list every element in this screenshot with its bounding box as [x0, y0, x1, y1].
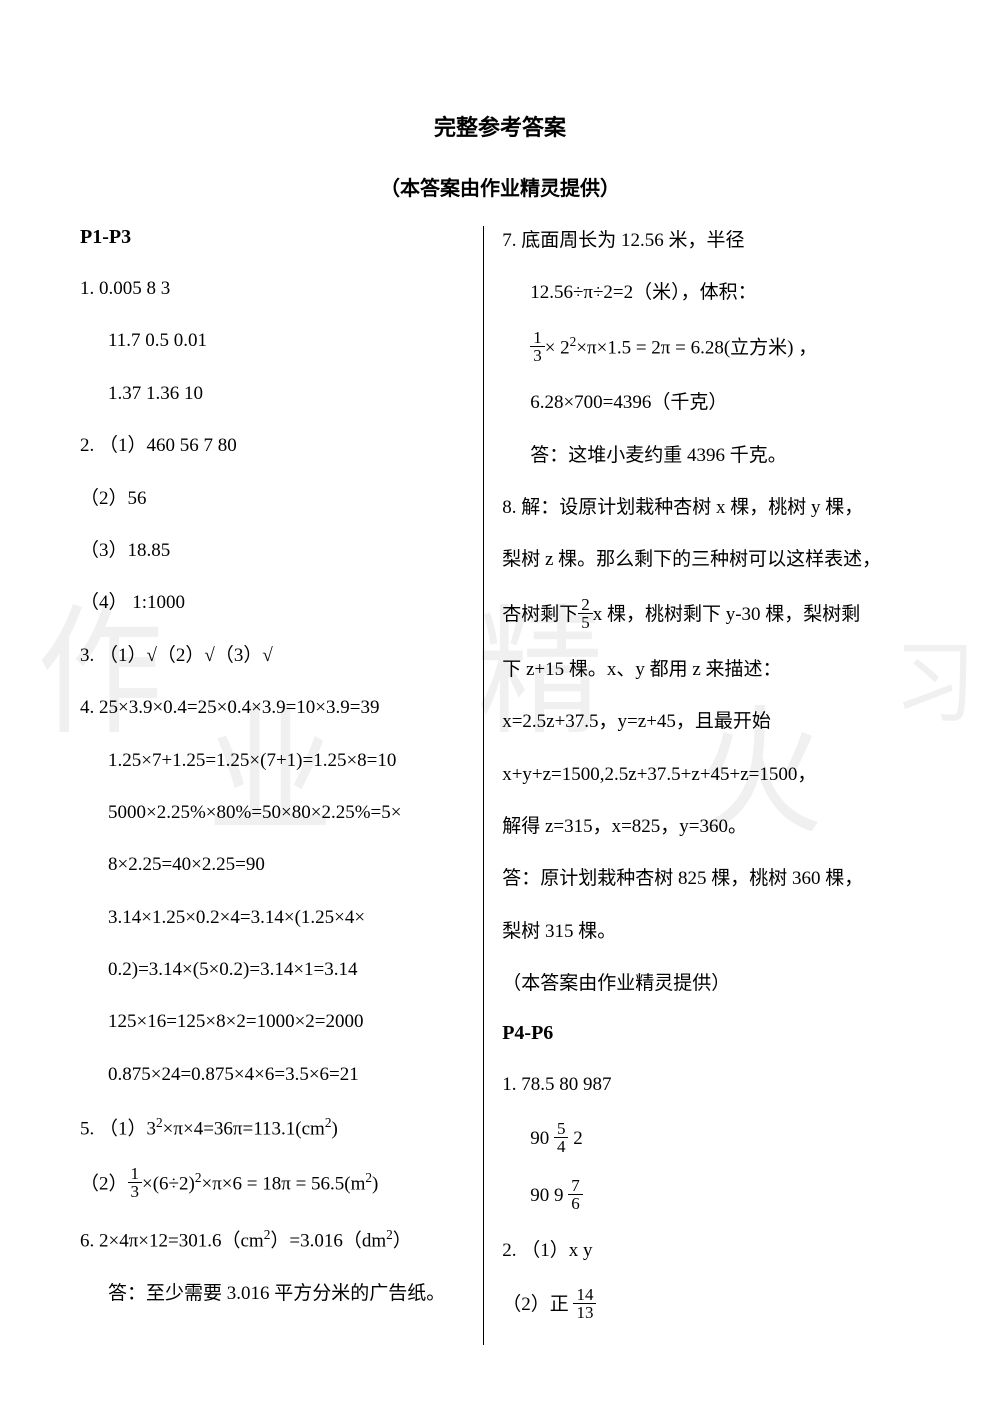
answer-line: 7. 底面周长为 12.56 米，半径 [502, 226, 920, 256]
answer-line: 6.28×700=4396（千克） [502, 388, 920, 418]
answer-line: （2）13×(6÷2)2×π×6 = 18π = 56.5(m2) [80, 1167, 465, 1202]
text-part: ×π×1.5 = 2π = 6.28(立方米) ， [576, 337, 817, 358]
superscript: 2 [156, 1115, 163, 1130]
answer-line: 5000×2.25%×80%=50×80×2.25%=5× [80, 798, 465, 828]
text-part: ) [372, 1173, 378, 1194]
answer-line: 3. （1）√（2）√（3）√ [80, 641, 465, 671]
answer-line: 11.7 0.5 0.01 [80, 326, 465, 356]
two-column-layout: P1-P3 1. 0.005 8 3 11.7 0.5 0.01 1.37 1.… [80, 226, 920, 1345]
right-column: 7. 底面周长为 12.56 米，半径 12.56÷π÷2=2（米），体积： 1… [483, 226, 920, 1345]
answer-line: 1. 78.5 80 987 [502, 1070, 920, 1100]
provider-note: （本答案由作业精灵提供） [502, 969, 920, 999]
answer-line: 1.25×7+1.25=1.25×(7+1)=1.25×8=10 [80, 746, 465, 776]
answer-line: （4） 1:1000 [80, 588, 465, 618]
answer-line: （2）正 1413 [502, 1288, 920, 1323]
answer-line: 2. （1）x y [502, 1236, 920, 1266]
answer-line: x+y+z=1500,2.5z+37.5+z+45+z=1500， [502, 760, 920, 790]
answer-line: （2）56 [80, 484, 465, 514]
fraction-numerator: 1 [530, 329, 545, 347]
section-header: P1-P3 [80, 226, 465, 249]
answer-line: 90 9 76 [502, 1179, 920, 1214]
fraction-denominator: 3 [128, 1183, 143, 1200]
answer-line: 杏树剩下25x 棵，桃树剩下 y-30 棵，梨树剩 [502, 598, 920, 633]
fraction: 76 [568, 1177, 583, 1212]
answer-line: 8×2.25=40×2.25=90 [80, 850, 465, 880]
answer-line: 解得 z=315，x=825，y=360。 [502, 812, 920, 842]
fraction-denominator: 3 [530, 347, 545, 364]
fraction-denominator: 13 [573, 1304, 596, 1321]
answer-line: 6. 2×4π×12=301.6（cm2）=3.016（dm2） [80, 1224, 465, 1257]
text-part: 6. 2×4π×12=301.6（cm [80, 1231, 264, 1252]
page-title: 完整参考答案 [80, 110, 920, 142]
answer-line: 答：这堆小麦约重 4396 千克。 [502, 441, 920, 471]
answer-line: 0.875×24=0.875×4×6=3.5×6=21 [80, 1060, 465, 1090]
answer-line: 4. 25×3.9×0.4=25×0.4×3.9=10×3.9=39 [80, 693, 465, 723]
text-part: ×π×6 = 18π = 56.5(m [201, 1173, 365, 1194]
text-part: 90 [530, 1128, 554, 1149]
superscript: 2 [386, 1227, 393, 1242]
answer-line: （3）18.85 [80, 536, 465, 566]
answer-line: 答：至少需要 3.016 平方分米的广告纸。 [80, 1279, 465, 1309]
answer-line: 梨树 z 棵。那么剩下的三种树可以这样表述， [502, 545, 920, 575]
answer-line: 8. 解：设原计划栽种杏树 x 棵，桃树 y 棵， [502, 493, 920, 523]
text-part: ）=3.016（dm [270, 1231, 386, 1252]
fraction: 1413 [573, 1286, 596, 1321]
fraction: 13 [128, 1165, 143, 1200]
section-header: P4-P6 [502, 1022, 920, 1045]
fraction-denominator: 6 [568, 1195, 583, 1212]
fraction: 54 [554, 1120, 569, 1155]
text-part: ) [331, 1119, 337, 1140]
text-part: 90 9 [530, 1185, 568, 1206]
answer-line: x=2.5z+37.5，y=z+45，且最开始 [502, 707, 920, 737]
text-part: ×π×4=36π=113.1(cm [163, 1119, 325, 1140]
answer-line: 下 z+15 棵。x、y 都用 z 来描述： [502, 655, 920, 685]
answer-line: 12.56÷π÷2=2（米），体积： [502, 278, 920, 308]
fraction-numerator: 5 [554, 1120, 569, 1138]
text-part: 5. （1）3 [80, 1119, 156, 1140]
fraction-numerator: 7 [568, 1177, 583, 1195]
text-part: 2 [568, 1128, 582, 1149]
answer-line: 5. （1）32×π×4=36π=113.1(cm2) [80, 1112, 465, 1145]
page-content: 完整参考答案 （本答案由作业精灵提供） P1-P3 1. 0.005 8 3 1… [80, 110, 920, 1345]
fraction-numerator: 1 [128, 1165, 143, 1183]
fraction: 13 [530, 329, 545, 364]
answer-line: 3.14×1.25×0.2×4=3.14×(1.25×4× [80, 903, 465, 933]
text-part: （2）正 [502, 1294, 573, 1315]
text-part: ×(6÷2) [142, 1173, 195, 1194]
answer-line: 125×16=125×8×2=1000×2=2000 [80, 1007, 465, 1037]
answer-line: 1. 0.005 8 3 [80, 274, 465, 304]
text-part: 杏树剩下 [502, 604, 578, 625]
fraction-numerator: 14 [573, 1286, 596, 1304]
answer-line: 梨树 315 棵。 [502, 917, 920, 947]
text-part: （2） [80, 1173, 128, 1194]
answer-line: 0.2)=3.14×(5×0.2)=3.14×1=3.14 [80, 955, 465, 985]
answer-line: 90 54 2 [502, 1122, 920, 1157]
answer-line: 答：原计划栽种杏树 825 棵，桃树 360 棵， [502, 864, 920, 894]
answer-line: 2. （1）460 56 7 80 [80, 431, 465, 461]
fraction-denominator: 5 [578, 614, 593, 631]
answer-line: 1.37 1.36 10 [80, 379, 465, 409]
fraction: 25 [578, 596, 593, 631]
text-part: ） [393, 1231, 412, 1252]
text-part: × 2 [545, 337, 570, 358]
left-column: P1-P3 1. 0.005 8 3 11.7 0.5 0.01 1.37 1.… [80, 226, 483, 1345]
page-subtitle: （本答案由作业精灵提供） [80, 172, 920, 201]
answer-line: 13× 22×π×1.5 = 2π = 6.28(立方米) ， [502, 331, 920, 366]
text-part: x 棵，桃树剩下 y-30 棵，梨树剩 [593, 604, 861, 625]
fraction-numerator: 2 [578, 596, 593, 614]
fraction-denominator: 4 [554, 1138, 569, 1155]
